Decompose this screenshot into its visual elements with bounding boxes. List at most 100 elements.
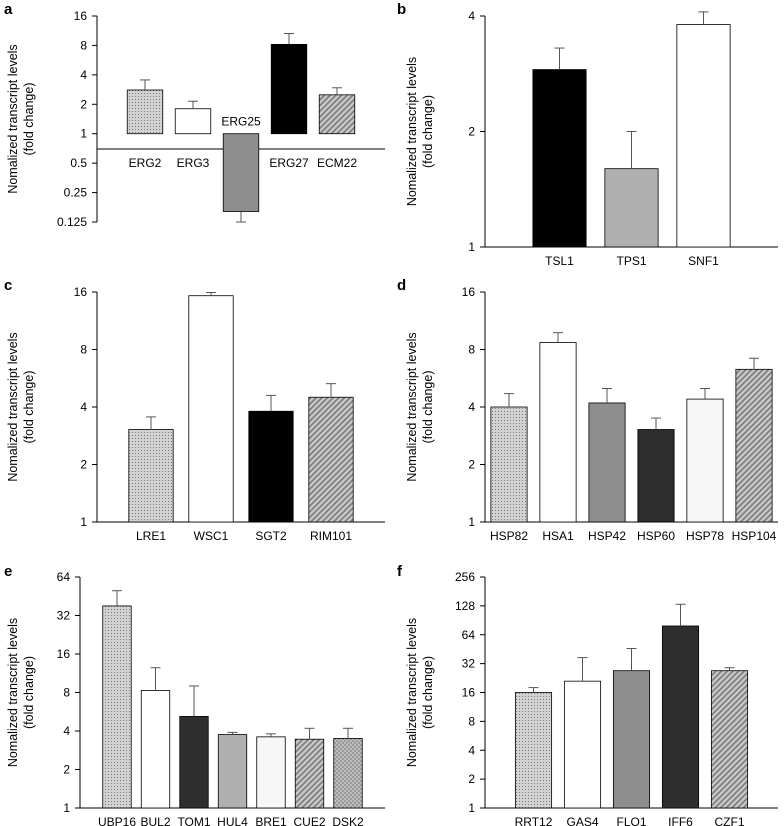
y-tick-label: 0.125 [57, 215, 87, 229]
bar-CZF1 [710, 670, 749, 809]
y-tick-label: 4 [468, 9, 475, 23]
x-tick-label: RIM101 [310, 529, 352, 543]
y-tick-label: 16 [462, 686, 476, 700]
y-axis-title: Nomalized transcript levels (fold change) [405, 332, 435, 481]
y-axis-title-line: (fold change) [22, 371, 36, 444]
x-tick-label: HUL4 [217, 815, 248, 826]
y-tick-label: 16 [57, 647, 71, 661]
panel-a: a Nomalized transcript levels (fold change… [4, 1, 385, 229]
bar-RIM101 [308, 396, 354, 523]
y-tick-label: 2 [80, 97, 87, 111]
panel-label: d [397, 277, 406, 294]
x-tick-label: TOM1 [177, 815, 210, 826]
bar-UBP16 [102, 605, 132, 809]
bar-ERG2 [126, 89, 164, 135]
y-axis-title-line: Nomalized transcript levels [405, 332, 419, 481]
bar-IFF6 [661, 625, 700, 809]
x-tick-label: GAS4 [566, 815, 598, 826]
panel-e: e Nomalized transcript levels (fold change… [4, 563, 385, 826]
y-axis-title-line: Nomalized transcript levels [405, 57, 419, 206]
y-tick-label: 2 [468, 458, 475, 472]
panel-label: e [4, 563, 12, 580]
x-tick-label: SNF1 [688, 254, 719, 268]
y-tick-label: 2 [468, 125, 475, 139]
y-tick-label: 4 [468, 400, 475, 414]
bar-FLO1 [612, 670, 651, 809]
bar-TOM1 [179, 716, 209, 809]
x-tick-label: CZF1 [715, 815, 745, 826]
y-tick-label: 64 [462, 628, 476, 642]
panel-label: b [397, 1, 406, 18]
y-axis-title: Nomalized transcript levels (fold change) [6, 332, 36, 481]
y-tick-label: 16 [74, 9, 88, 23]
y-axis-title-line: Nomalized transcript levels [6, 44, 20, 193]
y-tick-label: 2 [468, 772, 475, 786]
y-tick-label: 1 [63, 801, 70, 815]
bar-BRE1 [256, 736, 286, 809]
bar-ERG27 [270, 43, 308, 135]
y-tick-label: 8 [468, 343, 475, 357]
x-tick-label: BUL2 [140, 815, 170, 826]
x-tick-label: HSP60 [637, 529, 675, 543]
y-tick-label: 2 [63, 763, 70, 777]
y-tick-label: 8 [80, 38, 87, 52]
bar-TPS1 [604, 168, 659, 248]
y-axis-title-line: (fold change) [22, 83, 36, 156]
bar-GAS4 [563, 680, 602, 809]
y-tick-label: 32 [57, 609, 71, 623]
x-tick-label: FLO1 [616, 815, 646, 826]
y-axis-title: Nomalized transcript levels (fold change) [405, 618, 435, 767]
bar-WSC1 [188, 295, 234, 523]
bar-DSK2 [333, 738, 363, 809]
bar-ERG3 [174, 108, 212, 135]
x-tick-label: DSK2 [332, 815, 364, 826]
x-tick-label: CUE2 [293, 815, 325, 826]
y-axis-title: Nomalized transcript levels (fold change) [6, 618, 36, 767]
panel-c: c Nomalized transcript levels (fold change… [4, 277, 385, 543]
bar-SNF1 [676, 24, 731, 248]
y-axis-title-line: Nomalized transcript levels [405, 618, 419, 767]
y-axis-title: Nomalized transcript levels (fold change) [6, 44, 36, 193]
x-tick-label: LRE1 [136, 529, 166, 543]
panel-f: f Nomalized transcript levels (fold change… [397, 563, 778, 826]
x-tick-label: ERG25 [221, 115, 261, 129]
bar-ERG25 [222, 133, 260, 212]
x-tick-label: ERG2 [129, 156, 162, 170]
y-tick-label: 8 [80, 343, 87, 357]
panel-d: d Nomalized transcript levels (fold change… [397, 277, 778, 543]
y-tick-label: 1 [468, 515, 475, 529]
y-tick-label: 0.25 [64, 186, 88, 200]
bar-TSL1 [532, 69, 587, 248]
y-axis-title-line: (fold change) [421, 371, 435, 444]
y-tick-label: 8 [63, 686, 70, 700]
y-tick-label: 0.5 [70, 156, 87, 170]
panel-label: a [4, 1, 13, 18]
x-tick-label: SGT2 [255, 529, 287, 543]
bar-HSP104 [735, 368, 773, 523]
y-axis-title-line: Nomalized transcript levels [6, 332, 20, 481]
bar-RRT12 [514, 692, 553, 809]
x-tick-label: ECM22 [317, 156, 357, 170]
y-axis-title-line: Nomalized transcript levels [6, 618, 20, 767]
x-tick-label: HSA1 [542, 529, 574, 543]
panel-label: f [397, 563, 403, 580]
y-tick-label: 32 [462, 657, 476, 671]
x-tick-label: TPS1 [616, 254, 646, 268]
y-tick-label: 2 [80, 458, 87, 472]
panel-label: c [4, 277, 12, 294]
x-tick-label: TSL1 [545, 254, 574, 268]
y-tick-label: 4 [468, 743, 475, 757]
x-tick-label: HSP78 [686, 529, 724, 543]
bar-LRE1 [128, 429, 174, 523]
y-tick-label: 1 [80, 515, 87, 529]
y-tick-label: 4 [80, 68, 87, 82]
y-tick-label: 4 [80, 400, 87, 414]
y-tick-label: 1 [80, 127, 87, 141]
y-axis-title-line: (fold change) [421, 95, 435, 168]
x-tick-label: HSP42 [588, 529, 626, 543]
bar-SGT2 [248, 410, 294, 523]
y-tick-label: 4 [63, 724, 70, 738]
bar-HSP82 [490, 406, 528, 523]
x-tick-label: HSP104 [732, 529, 777, 543]
